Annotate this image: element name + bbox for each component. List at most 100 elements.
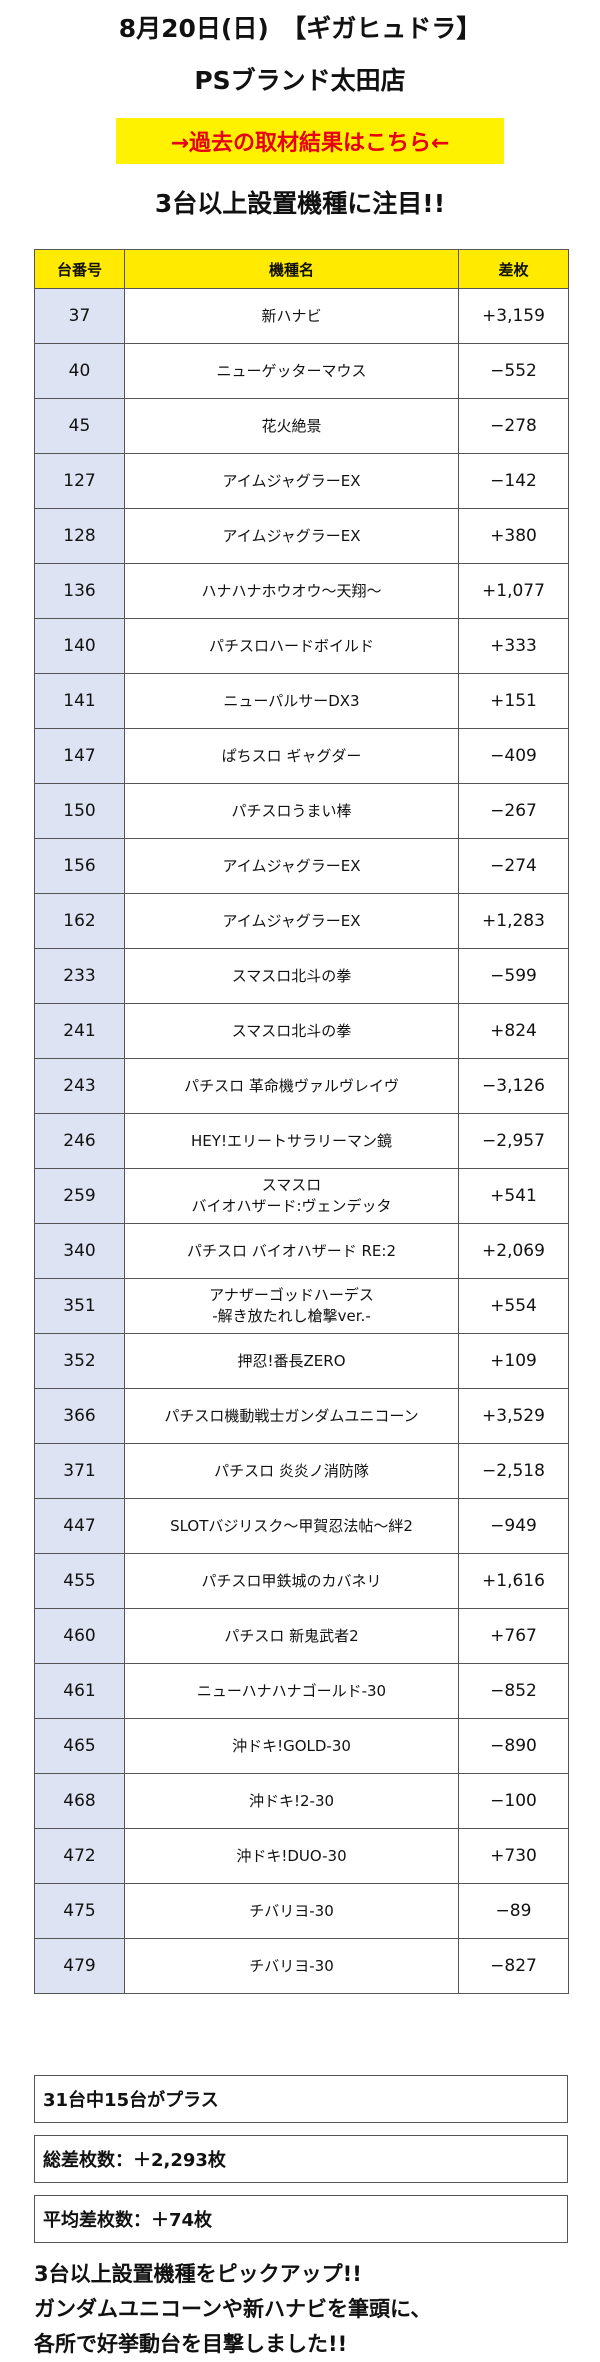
table-row: 460 パチスロ 新鬼武者2 +767 bbox=[34, 1608, 569, 1664]
model-name-cell: 押忍!番長ZERO bbox=[124, 1333, 459, 1389]
model-name-cell: ぱちスロ ギャグダー bbox=[124, 728, 459, 784]
difference-cell: +824 bbox=[458, 1003, 569, 1059]
machine-number-cell: 371 bbox=[34, 1443, 125, 1499]
machine-number-cell: 243 bbox=[34, 1058, 125, 1114]
table-row: 475 チバリヨ-30 −89 bbox=[34, 1883, 569, 1939]
model-name-cell: 沖ドキ!GOLD-30 bbox=[124, 1718, 459, 1774]
table-row: 156 アイムジャグラーEX −274 bbox=[34, 838, 569, 894]
difference-cell: −2,518 bbox=[458, 1443, 569, 1499]
difference-cell: −267 bbox=[458, 783, 569, 839]
machine-number-cell: 461 bbox=[34, 1663, 125, 1719]
difference-cell: +1,077 bbox=[458, 563, 569, 619]
machine-number-cell: 45 bbox=[34, 398, 125, 454]
difference-cell: +1,616 bbox=[458, 1553, 569, 1609]
machine-number-cell: 147 bbox=[34, 728, 125, 784]
table-row: 241 スマスロ北斗の拳 +824 bbox=[34, 1003, 569, 1059]
table-row: 140 パチスロハードボイルド +333 bbox=[34, 618, 569, 674]
machine-number-cell: 136 bbox=[34, 563, 125, 619]
machine-number-cell: 479 bbox=[34, 1938, 125, 1994]
model-name-cell: ニューゲッターマウス bbox=[124, 343, 459, 399]
model-name-cell: スマスロ北斗の拳 bbox=[124, 948, 459, 1004]
model-name-cell: 新ハナビ bbox=[124, 288, 459, 344]
table-body: 37 新ハナビ +3,159 40 ニューゲッターマウス −552 45 花火絶景 −278 12… bbox=[34, 288, 569, 1994]
table-row: 162 アイムジャグラーEX +1,283 bbox=[34, 893, 569, 949]
table-row: 141 ニューパルサーDX3 +151 bbox=[34, 673, 569, 729]
machine-number-cell: 233 bbox=[34, 948, 125, 1004]
model-name-cell: 花火絶景 bbox=[124, 398, 459, 454]
table-row: 465 沖ドキ!GOLD-30 −890 bbox=[34, 1718, 569, 1774]
model-name-cell: 沖ドキ!2-30 bbox=[124, 1773, 459, 1829]
table-row: 127 アイムジャグラーEX −142 bbox=[34, 453, 569, 509]
model-name-cell: チバリヨ-30 bbox=[124, 1883, 459, 1939]
difference-cell: +767 bbox=[458, 1608, 569, 1664]
model-name-cell: アイムジャグラーEX bbox=[124, 453, 459, 509]
model-name-cell: パチスロ甲鉄城のカバネリ bbox=[124, 1553, 459, 1609]
table-row: 40 ニューゲッターマウス −552 bbox=[34, 343, 569, 399]
model-name-cell: パチスロうまい棒 bbox=[124, 783, 459, 839]
difference-cell: +2,069 bbox=[458, 1223, 569, 1279]
table-row: 150 パチスロうまい棒 −267 bbox=[34, 783, 569, 839]
table-row: 468 沖ドキ!2-30 −100 bbox=[34, 1773, 569, 1829]
column-header-machine-number: 台番号 bbox=[34, 249, 125, 289]
table-row: 246 HEY!エリートサラリーマン鏡 −2,957 bbox=[34, 1113, 569, 1169]
machine-number-cell: 259 bbox=[34, 1168, 125, 1224]
model-name-cell: ニューハナハナゴールド-30 bbox=[124, 1663, 459, 1719]
past-results-link[interactable]: →過去の取材結果はこちら← bbox=[116, 118, 504, 164]
difference-cell: +380 bbox=[458, 508, 569, 564]
machine-number-cell: 475 bbox=[34, 1883, 125, 1939]
model-name-cell: チバリヨ-30 bbox=[124, 1938, 459, 1994]
machine-number-cell: 468 bbox=[34, 1773, 125, 1829]
difference-cell: −278 bbox=[458, 398, 569, 454]
table-row: 243 パチスロ 革命機ヴァルヴレイヴ −3,126 bbox=[34, 1058, 569, 1114]
table-row: 128 アイムジャグラーEX +380 bbox=[34, 508, 569, 564]
machine-number-cell: 455 bbox=[34, 1553, 125, 1609]
model-name-cell: 沖ドキ!DUO-30 bbox=[124, 1828, 459, 1884]
machine-number-cell: 366 bbox=[34, 1388, 125, 1444]
comment-line: 各所で好挙動台を目撃しました!! bbox=[34, 2332, 348, 2356]
machine-number-cell: 460 bbox=[34, 1608, 125, 1664]
machine-number-cell: 472 bbox=[34, 1828, 125, 1884]
machine-number-cell: 340 bbox=[34, 1223, 125, 1279]
machine-number-cell: 162 bbox=[34, 893, 125, 949]
machine-number-cell: 141 bbox=[34, 673, 125, 729]
table-row: 371 パチスロ 炎炎ノ消防隊 −2,518 bbox=[34, 1443, 569, 1499]
table-row: 233 スマスロ北斗の拳 −599 bbox=[34, 948, 569, 1004]
difference-cell: +730 bbox=[458, 1828, 569, 1884]
difference-cell: −552 bbox=[458, 343, 569, 399]
store-name: PSブランド太田店 bbox=[194, 66, 406, 95]
table-row: 472 沖ドキ!DUO-30 +730 bbox=[34, 1828, 569, 1884]
table-row: 447 SLOTバジリスク〜甲賀忍法帖〜絆2 −949 bbox=[34, 1498, 569, 1554]
model-name-cell: パチスロ 新鬼武者2 bbox=[124, 1608, 459, 1664]
table-row: 45 花火絶景 −278 bbox=[34, 398, 569, 454]
machine-number-cell: 465 bbox=[34, 1718, 125, 1774]
machine-number-cell: 140 bbox=[34, 618, 125, 674]
model-name-cell: ハナハナホウオウ〜天翔〜 bbox=[124, 563, 459, 619]
table-row: 136 ハナハナホウオウ〜天翔〜 +1,077 bbox=[34, 563, 569, 619]
machine-number-cell: 351 bbox=[34, 1278, 125, 1334]
table-row: 37 新ハナビ +3,159 bbox=[34, 288, 569, 344]
difference-cell: −827 bbox=[458, 1938, 569, 1994]
difference-cell: +554 bbox=[458, 1278, 569, 1334]
machine-number-cell: 447 bbox=[34, 1498, 125, 1554]
column-header-model-name: 機種名 bbox=[124, 249, 459, 289]
table-row: 461 ニューハナハナゴールド-30 −852 bbox=[34, 1663, 569, 1719]
machine-number-cell: 127 bbox=[34, 453, 125, 509]
machine-number-cell: 352 bbox=[34, 1333, 125, 1389]
difference-cell: −89 bbox=[458, 1883, 569, 1939]
model-name-cell: スマスロ北斗の拳 bbox=[124, 1003, 459, 1059]
difference-cell: −890 bbox=[458, 1718, 569, 1774]
comment-line: 3台以上設置機種をピックアップ!! bbox=[34, 2262, 362, 2286]
model-name-cell: スマスロ バイオハザード:ヴェンデッタ bbox=[124, 1168, 459, 1224]
machine-number-cell: 156 bbox=[34, 838, 125, 894]
column-header-difference: 差枚 bbox=[458, 249, 569, 289]
average-difference-summary: 平均差枚数：＋74枚 bbox=[34, 2195, 568, 2243]
table-row: 351 アナザーゴッドハーデス -解き放たれし槍撃ver.- +554 bbox=[34, 1278, 569, 1334]
results-table: 台番号 機種名 差枚 37 新ハナビ +3,159 40 ニューゲッターマウス −552 4… bbox=[34, 249, 569, 1994]
machine-number-cell: 246 bbox=[34, 1113, 125, 1169]
model-name-cell: パチスロ 革命機ヴァルヴレイヴ bbox=[124, 1058, 459, 1114]
table-row: 340 パチスロ バイオハザード RE:2 +2,069 bbox=[34, 1223, 569, 1279]
difference-cell: +541 bbox=[458, 1168, 569, 1224]
difference-cell: −949 bbox=[458, 1498, 569, 1554]
table-row: 479 チバリヨ-30 −827 bbox=[34, 1938, 569, 1994]
model-name-cell: SLOTバジリスク〜甲賀忍法帖〜絆2 bbox=[124, 1498, 459, 1554]
